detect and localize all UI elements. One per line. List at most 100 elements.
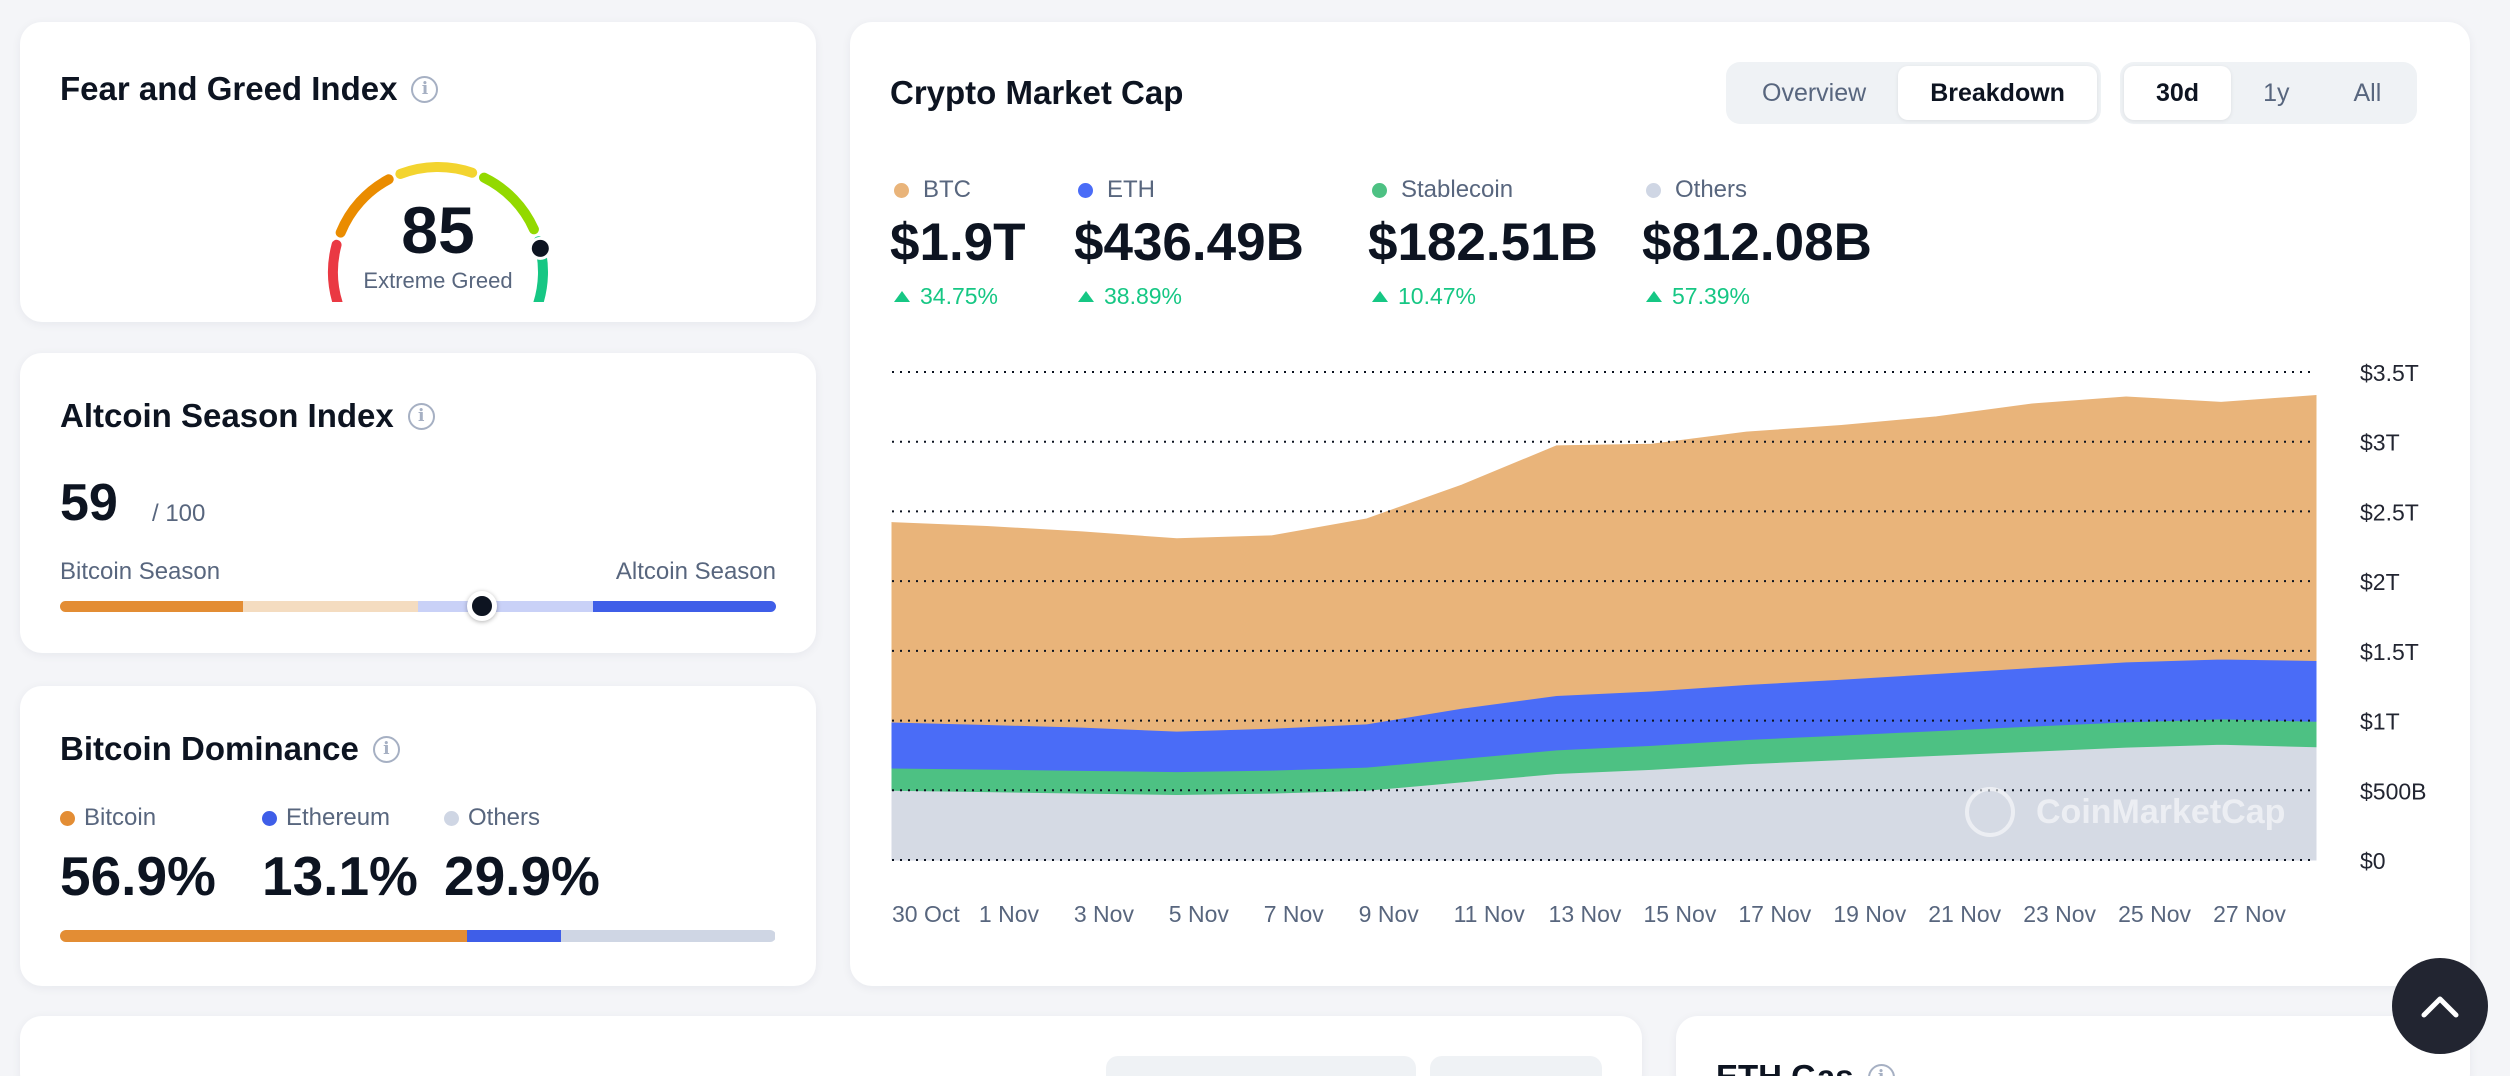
eth-gas-title-row: ETH Gas i xyxy=(1716,1058,1895,1076)
toggle-group[interactable] xyxy=(1106,1056,1416,1076)
dominance-name: Others xyxy=(468,804,541,831)
x-tick-label: 19 Nov xyxy=(1833,901,1906,927)
dominance-segment xyxy=(561,930,776,942)
gauge-segment xyxy=(335,174,394,238)
fear-greed-gauge xyxy=(328,162,552,302)
metric-name: Others xyxy=(1675,176,1748,203)
altcoin-season-title: Altcoin Season Index xyxy=(60,397,394,434)
y-tick-label: $2.5T xyxy=(2360,499,2419,525)
legend-dot xyxy=(894,182,909,198)
y-tick-label: $2T xyxy=(2360,569,2400,595)
metric-change: 38.89% xyxy=(1104,283,1183,309)
altcoin-season-label: Altcoin Season xyxy=(615,558,776,585)
market-cap-card: $0 $500B $1T $1.5T $2T $2.5T $3T $3.5T 30 Oct 1 N… xyxy=(850,22,2470,986)
up-arrow-icon xyxy=(1078,291,1094,302)
legend-dot xyxy=(1078,182,1093,198)
area-series-group xyxy=(891,395,2317,861)
dominance-bar xyxy=(60,930,776,942)
gauge-segment xyxy=(328,239,343,302)
x-tick-label: 30 Oct xyxy=(892,901,960,927)
altcoin-season-indicator xyxy=(467,591,498,621)
metric-name: BTC xyxy=(923,176,971,203)
x-tick-label: 25 Nov xyxy=(2118,901,2191,927)
fear-greed-card: Fear and Greed Index i 85 Extreme Greed xyxy=(20,22,816,322)
tab-overview[interactable]: Overview xyxy=(1762,78,1867,107)
x-tick-label: 11 Nov xyxy=(1454,901,1526,927)
metric-change: 10.47% xyxy=(1398,283,1477,309)
info-icon[interactable]: i xyxy=(1867,1063,1895,1076)
dominance-value: 13.1% xyxy=(262,845,418,907)
x-tick-label: 17 Nov xyxy=(1738,901,1811,927)
altcoin-season-title-row: Altcoin Season Index i xyxy=(60,397,435,435)
metric-eth: ETH $436.49B 38.89% xyxy=(1074,176,1304,310)
range-toggle: 30d 1y All xyxy=(2120,62,2418,124)
metric-change: 57.39% xyxy=(1672,283,1751,309)
toggle-group[interactable] xyxy=(1430,1056,1602,1076)
altcoin-season-max: / 100 xyxy=(152,500,206,527)
up-arrow-icon xyxy=(1372,291,1388,302)
eth-gas-card: ETH Gas i xyxy=(1676,1016,2470,1076)
altcoin-season-bar xyxy=(60,601,776,612)
legend-dot xyxy=(60,810,75,826)
metric-change: 34.75% xyxy=(920,283,999,309)
dominance-name: Bitcoin xyxy=(84,804,157,831)
dominance-name: Ethereum xyxy=(286,804,391,831)
x-tick-label: 13 Nov xyxy=(1549,901,1622,927)
metric-value: $1.9T xyxy=(890,213,1026,272)
altcoin-season-value: 59 xyxy=(60,474,118,532)
x-tick-label: 23 Nov xyxy=(2023,901,2096,927)
scroll-to-top-button[interactable] xyxy=(2392,958,2488,1054)
bitcoin-dominance-title: Bitcoin Dominance xyxy=(60,730,359,767)
x-tick-label: 7 Nov xyxy=(1264,901,1325,927)
y-tick-label: $0 xyxy=(2360,848,2386,874)
range-1y[interactable]: 1y xyxy=(2263,78,2290,107)
fear-greed-label: Extreme Greed xyxy=(363,268,513,293)
bitcoin-dominance-title-row: Bitcoin Dominance i xyxy=(60,730,400,768)
chevron-up-icon xyxy=(2421,996,2459,1018)
bitcoin-dominance-card: Bitcoin Dominance i Bitcoin 56.9% Ethere… xyxy=(20,686,816,986)
legend-dot xyxy=(1646,182,1661,198)
view-toggle: Overview Breakdown xyxy=(1726,62,2101,124)
range-30d[interactable]: 30d xyxy=(2124,66,2232,120)
info-icon[interactable]: i xyxy=(411,75,439,103)
up-arrow-icon xyxy=(894,291,910,302)
x-tick-label: 15 Nov xyxy=(1643,901,1716,927)
eth-gas-title: ETH Gas xyxy=(1716,1058,1854,1076)
range-all[interactable]: All xyxy=(2353,78,2382,107)
metric-btc: BTC $1.9T 34.75% xyxy=(890,176,1026,310)
tab-breakdown[interactable]: Breakdown xyxy=(1898,66,2097,120)
x-tick-label: 9 Nov xyxy=(1359,901,1420,927)
dominance-others: Others 29.9% xyxy=(444,804,600,908)
y-tick-label: $1.5T xyxy=(2360,639,2419,665)
y-tick-label: $1T xyxy=(2360,709,2400,735)
info-icon[interactable]: i xyxy=(372,735,400,763)
fear-greed-title-row: Fear and Greed Index i xyxy=(60,70,439,108)
dominance-value: 29.9% xyxy=(444,845,600,907)
watermark-logo-icon xyxy=(1965,787,2015,837)
legend-dot xyxy=(1372,182,1387,198)
bottom-card-left xyxy=(20,1016,1642,1076)
y-tick-label: $3T xyxy=(2360,430,2400,456)
info-icon[interactable]: i xyxy=(407,402,435,430)
fear-greed-value: 85 xyxy=(401,193,475,267)
x-tick-label: 21 Nov xyxy=(1928,901,2001,927)
x-tick-label: 1 Nov xyxy=(979,901,1040,927)
metric-stablecoin: Stablecoin $182.51B 10.47% xyxy=(1368,176,1598,310)
fear-greed-title: Fear and Greed Index xyxy=(60,70,398,107)
gauge-indicator xyxy=(528,236,552,260)
dominance-value: 56.9% xyxy=(60,845,216,907)
up-arrow-icon xyxy=(1646,291,1662,302)
dominance-ethereum: Ethereum 13.1% xyxy=(262,804,418,908)
x-tick-label: 5 Nov xyxy=(1169,901,1230,927)
gauge-segment xyxy=(395,162,478,179)
legend-dot xyxy=(262,810,277,826)
metric-value: $812.08B xyxy=(1642,213,1872,272)
x-tick-label: 27 Nov xyxy=(2213,901,2286,927)
dominance-bitcoin: Bitcoin 56.9% xyxy=(60,804,216,908)
bitcoin-season-label: Bitcoin Season xyxy=(60,558,221,585)
metric-name: Stablecoin xyxy=(1401,176,1514,203)
metric-name: ETH xyxy=(1107,176,1155,203)
y-tick-label: $500B xyxy=(2360,778,2427,804)
y-tick-label: $3.5T xyxy=(2360,360,2419,386)
market-cap-chart: $0 $500B $1T $1.5T $2T $2.5T $3T $3.5T 30 Oct 1 N… xyxy=(891,360,2427,927)
